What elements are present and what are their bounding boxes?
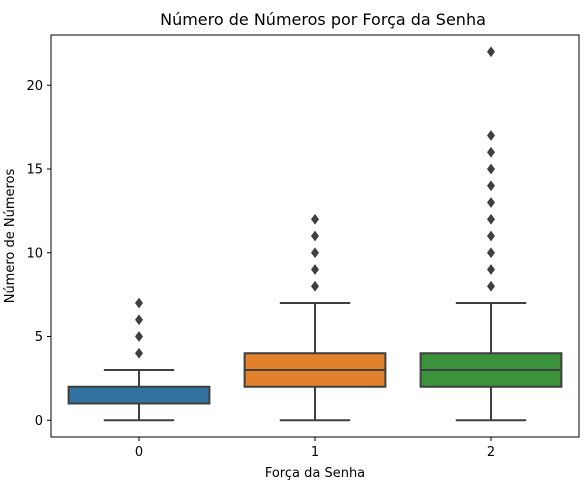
box-group-1 [243, 213, 387, 422]
x-axis: 0 1 2 [135, 437, 495, 460]
outlier-point [311, 213, 319, 225]
x-tick-label: 1 [311, 445, 319, 460]
outlier-point [135, 297, 143, 309]
y-tick-label: 15 [26, 163, 43, 178]
x-tick-label: 2 [487, 445, 495, 460]
outlier-point [487, 163, 495, 175]
y-tick-label: 0 [35, 414, 43, 429]
outlier-point [487, 230, 495, 242]
box-group-2 [419, 46, 563, 422]
y-tick-label: 5 [35, 330, 43, 345]
outlier-point [311, 247, 319, 259]
outlier-point [135, 314, 143, 326]
outlier-point [487, 197, 495, 208]
x-axis-title: Força da Senha [265, 466, 365, 481]
outlier-point [311, 230, 319, 242]
outlier-point [487, 280, 495, 292]
outlier-point [311, 280, 319, 292]
outlier-point [487, 46, 495, 58]
y-tick-label: 10 [26, 246, 43, 261]
outlier-point [135, 331, 143, 342]
outlier-point [487, 213, 495, 225]
chart-title: Número de Números por Força da Senha [160, 10, 486, 29]
y-axis-title: Número de Números [3, 168, 18, 303]
outlier-point [487, 180, 495, 192]
plot-area [67, 46, 563, 422]
box-group-0 [67, 297, 211, 422]
outlier-point [311, 264, 319, 275]
outlier-point [135, 347, 143, 359]
y-axis: 0 5 10 15 20 [26, 79, 51, 429]
x-tick-label: 0 [135, 445, 143, 460]
outlier-point [487, 130, 495, 141]
outlier-point [487, 146, 495, 158]
box-iqr [67, 385, 211, 405]
plot-frame [50, 34, 580, 438]
outlier-point [487, 247, 495, 259]
outlier-point [487, 264, 495, 275]
y-tick-label: 20 [26, 79, 43, 94]
